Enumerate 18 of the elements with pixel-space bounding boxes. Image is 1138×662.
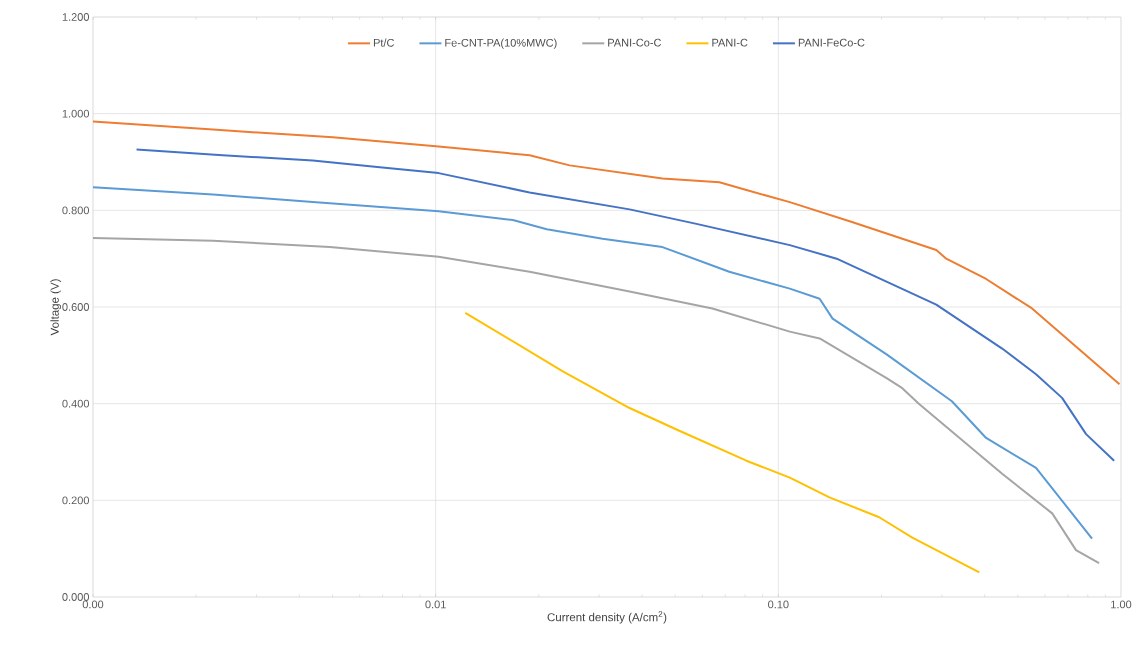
y-tick-label: 0.800 [62, 206, 90, 215]
y-tick-label: 0.200 [62, 496, 90, 505]
y-tick-label: 0.000 [62, 593, 90, 601]
x-tick-label: 0.00 [82, 600, 104, 609]
y-tick-label: 0.400 [62, 399, 90, 408]
y-tick-label: 1.000 [62, 109, 90, 118]
x-axis-title: Current density (A/cm$^{2}$) [547, 611, 667, 624]
legend-label: PANI-Co-C [608, 38, 662, 47]
x-tick-label: 0.01 [425, 600, 446, 609]
x-tick-label: 0.10 [768, 600, 789, 609]
y-tick-label: 1.200 [62, 13, 90, 21]
y-tick-label: 0.600 [62, 303, 90, 311]
x-tick-label: 1.00 [1111, 600, 1132, 609]
legend-label: Fe-CNT-PA(10%MWC) [445, 38, 557, 49]
legend-label: Pt/C [373, 38, 395, 47]
legend-label: PANI-FeCo-C [798, 38, 865, 47]
y-axis-title: Voltage (V) [50, 279, 62, 336]
legend-label: PANI-C [712, 38, 748, 47]
